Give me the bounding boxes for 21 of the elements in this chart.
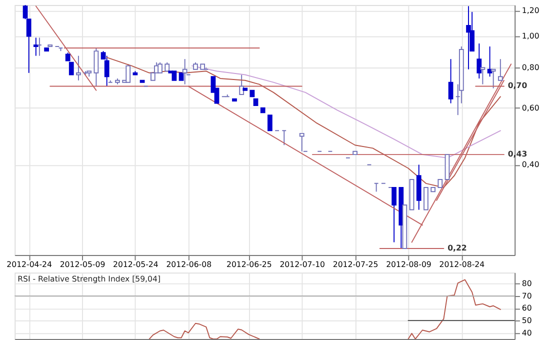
x-tick-label: 2012-04-24 xyxy=(6,260,52,270)
x-tick-label: 2012-06-08 xyxy=(166,260,212,270)
x-tick-label: 2012-05-24 xyxy=(113,260,158,270)
y-tick-label: 40 xyxy=(522,328,532,338)
x-tick-label: 2012-07-25 xyxy=(332,260,378,270)
x-tick-label: 2012-06-25 xyxy=(226,260,272,270)
y-tick-label: 0,80 xyxy=(522,63,540,72)
x-tick-label: 2012-08-09 xyxy=(386,260,432,270)
x-tick-label: 2012-07-10 xyxy=(280,260,326,270)
y-tick-label: 60 xyxy=(522,304,532,313)
y-tick-label: 80 xyxy=(522,279,532,288)
x-tick-label: 2012-05-09 xyxy=(60,260,106,270)
x-tick-label: 2012-08-24 xyxy=(439,260,485,270)
annotation: 0,22 xyxy=(448,243,467,252)
chart-title: RSI - Relative Strength Index [59,04] xyxy=(18,274,160,284)
y-tick-label: 1,20 xyxy=(522,6,540,16)
y-tick-label: 1,00 xyxy=(522,32,540,41)
y-tick-label: 0,60 xyxy=(522,103,540,112)
y-tick-label: 0,40 xyxy=(522,160,540,170)
y-tick-label: 50 xyxy=(522,316,532,325)
y-tick-label: 70 xyxy=(522,291,532,300)
